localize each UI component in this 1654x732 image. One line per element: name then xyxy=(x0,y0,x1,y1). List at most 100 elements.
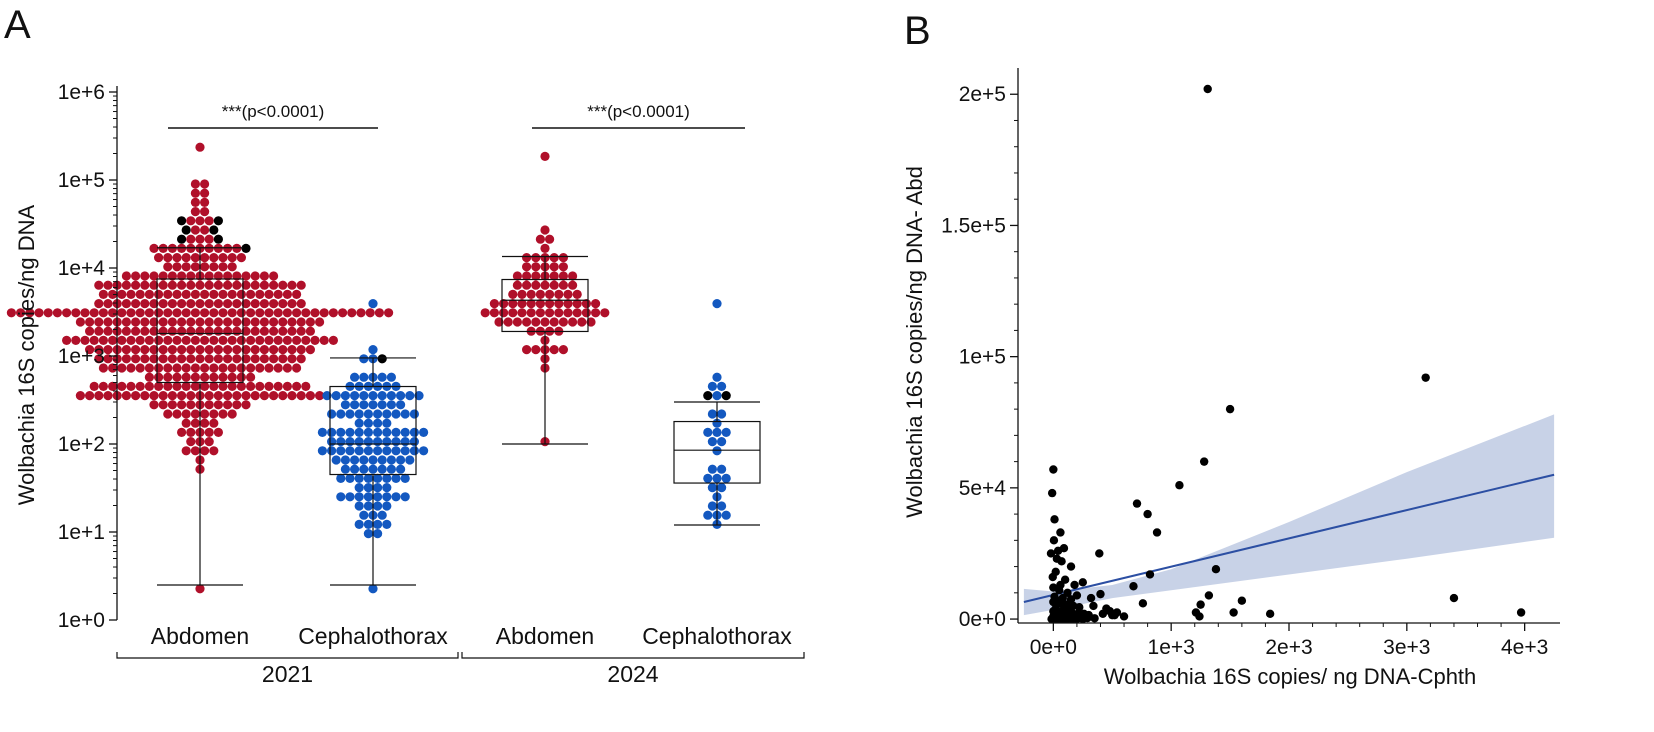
a-y-tick-label: 1e+5 xyxy=(58,169,105,192)
a-data-point xyxy=(167,345,177,355)
a-data-point xyxy=(85,391,95,401)
a-data-point xyxy=(377,400,387,410)
a-data-point xyxy=(354,409,364,419)
a-data-point xyxy=(117,381,127,391)
a-data-point xyxy=(186,427,196,437)
a-data-point xyxy=(80,335,90,345)
a-data-point xyxy=(232,271,242,281)
a-data-point xyxy=(363,529,373,539)
a-data-point xyxy=(98,363,108,373)
a-data-point xyxy=(126,381,136,391)
a-data-point xyxy=(269,354,279,364)
a-data-point xyxy=(287,299,297,309)
a-data-point xyxy=(209,225,219,235)
a-data-point xyxy=(707,501,718,511)
b-x-tick-label: 2e+3 xyxy=(1265,636,1312,659)
a-data-point xyxy=(368,400,378,410)
a-data-point xyxy=(581,308,592,318)
a-data-point xyxy=(531,262,541,272)
a-data-point xyxy=(549,280,559,290)
a-data-point xyxy=(186,243,196,253)
a-data-point xyxy=(177,354,187,364)
a-data-point xyxy=(296,326,306,336)
a-data-point xyxy=(6,308,17,318)
a-data-point xyxy=(373,492,383,502)
a-data-point xyxy=(396,464,406,474)
a-data-point xyxy=(350,464,360,474)
a-data-point xyxy=(350,400,360,410)
b-data-point xyxy=(1237,596,1247,605)
a-group-bracket xyxy=(461,652,805,659)
a-data-point xyxy=(94,326,104,336)
a-data-point xyxy=(712,473,722,483)
a-data-point xyxy=(149,243,159,253)
a-data-point xyxy=(591,308,601,318)
a-data-point xyxy=(373,529,383,539)
a-data-point xyxy=(400,446,410,456)
a-data-point xyxy=(269,271,279,281)
a-data-point xyxy=(149,317,159,327)
a-data-point xyxy=(172,363,182,373)
a-data-point xyxy=(204,234,214,244)
a-data-point xyxy=(384,308,394,318)
a-data-point xyxy=(707,437,718,447)
a-data-point xyxy=(144,372,154,382)
a-data-point xyxy=(126,363,136,373)
a-data-point xyxy=(144,363,154,373)
panel-b-x-axis-label: Wolbachia 16S copies/ ng DNA-Cphth xyxy=(1104,664,1477,689)
b-data-point xyxy=(1199,457,1209,466)
a-data-point xyxy=(717,381,727,391)
a-data-point xyxy=(522,280,532,290)
a-data-point xyxy=(167,400,177,410)
a-data-point xyxy=(98,335,108,345)
a-data-point xyxy=(181,446,191,456)
a-data-point xyxy=(287,326,297,336)
a-y-tick-label: 1e+4 xyxy=(58,257,106,280)
panel-b-y-axis-label: Wolbachia 16S copies/ng DNA- Abd xyxy=(902,166,927,518)
a-data-point xyxy=(204,326,214,336)
a-data-point xyxy=(296,280,306,290)
a-data-point xyxy=(328,335,338,345)
a-data-point xyxy=(223,354,233,364)
a-data-point xyxy=(34,308,44,318)
b-data-point xyxy=(1046,549,1056,558)
a-data-point xyxy=(232,326,242,336)
a-data-point xyxy=(250,317,260,327)
a-data-point xyxy=(200,179,210,189)
a-data-point xyxy=(301,335,311,345)
a-data-point xyxy=(558,253,569,263)
a-data-point xyxy=(117,363,127,373)
a-data-point xyxy=(135,335,145,345)
a-data-point xyxy=(382,501,392,511)
a-data-point xyxy=(94,317,104,327)
a-data-point xyxy=(181,253,191,263)
a-data-point xyxy=(259,271,269,281)
b-data-point xyxy=(1195,612,1204,621)
a-data-point xyxy=(167,271,177,281)
a-data-point xyxy=(255,289,265,299)
a-data-point xyxy=(98,381,108,391)
a-data-point xyxy=(232,391,242,401)
a-data-point xyxy=(213,326,223,336)
panel-a-chart: A 1e+0 1e+1 1e+2 1e+3 1e+4 1e+5 1e+6 Abdomen Cep… xyxy=(4,3,805,687)
a-data-point xyxy=(227,372,237,382)
a-data-point xyxy=(167,299,177,309)
a-data-point xyxy=(305,345,315,355)
b-data-point xyxy=(1204,591,1214,600)
a-data-point xyxy=(586,317,596,327)
b-data-point xyxy=(1048,572,1057,582)
a-data-point xyxy=(327,427,337,437)
a-data-point xyxy=(338,308,348,318)
a-data-point xyxy=(563,308,573,318)
a-data-point xyxy=(250,271,260,281)
a-data-point xyxy=(172,289,182,299)
a-data-point xyxy=(292,381,302,391)
a-data-point xyxy=(131,345,141,355)
a-data-point xyxy=(223,243,233,253)
a-data-point xyxy=(140,326,150,336)
a-data-point xyxy=(386,372,396,382)
a-data-point xyxy=(535,234,546,244)
a-data-point xyxy=(200,335,210,345)
a-data-point xyxy=(163,262,173,272)
